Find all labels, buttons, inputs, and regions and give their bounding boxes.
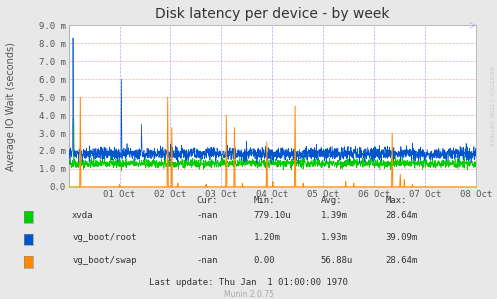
Text: 56.88u: 56.88u — [321, 256, 353, 265]
Text: 0.00: 0.00 — [253, 256, 275, 265]
Text: 1.39m: 1.39m — [321, 211, 347, 220]
Text: Disk latency per device - by week: Disk latency per device - by week — [155, 7, 390, 22]
Text: Avg:: Avg: — [321, 196, 342, 205]
Text: Cur:: Cur: — [196, 196, 218, 205]
Text: vg_boot/swap: vg_boot/swap — [72, 256, 137, 265]
Text: xvda: xvda — [72, 211, 93, 220]
Text: Min:: Min: — [253, 196, 275, 205]
Text: Last update: Thu Jan  1 01:00:00 1970: Last update: Thu Jan 1 01:00:00 1970 — [149, 278, 348, 287]
Text: -nan: -nan — [196, 211, 218, 220]
Text: Average IO Wait (seconds): Average IO Wait (seconds) — [6, 42, 16, 171]
Text: -nan: -nan — [196, 256, 218, 265]
Text: Munin 2.0.75: Munin 2.0.75 — [224, 290, 273, 299]
Text: RRDTOOL / TOBI OETIKER: RRDTOOL / TOBI OETIKER — [489, 66, 494, 147]
Text: 779.10u: 779.10u — [253, 211, 291, 220]
Text: 39.09m: 39.09m — [385, 233, 417, 242]
Text: -nan: -nan — [196, 233, 218, 242]
Text: 28.64m: 28.64m — [385, 211, 417, 220]
Text: vg_boot/root: vg_boot/root — [72, 233, 137, 242]
Text: 1.20m: 1.20m — [253, 233, 280, 242]
Text: Max:: Max: — [385, 196, 407, 205]
Text: 28.64m: 28.64m — [385, 256, 417, 265]
Text: 1.93m: 1.93m — [321, 233, 347, 242]
